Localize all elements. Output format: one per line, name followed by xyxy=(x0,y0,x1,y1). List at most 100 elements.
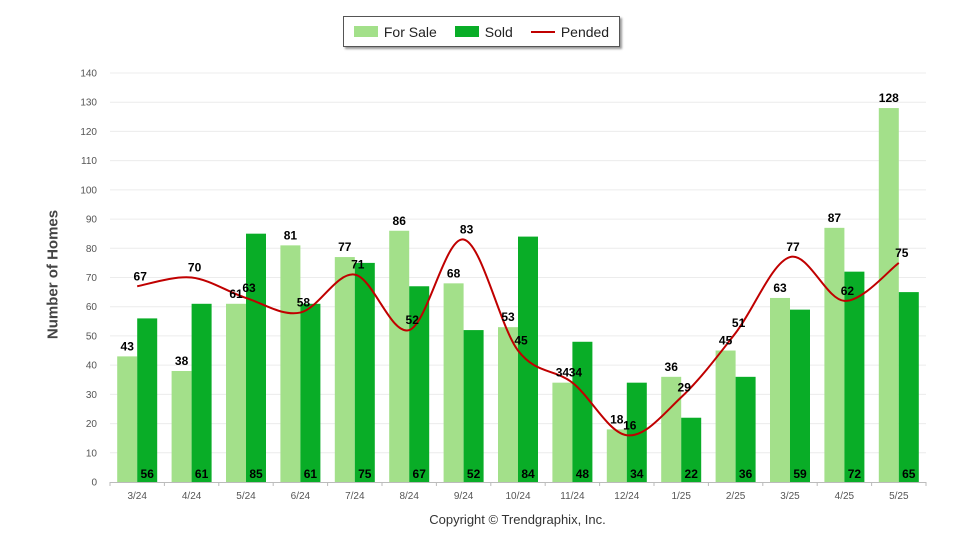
data-label-sold: 72 xyxy=(848,467,862,481)
x-tick-label: 4/25 xyxy=(835,491,855,502)
y-axis-title: Number of Homes xyxy=(44,209,62,340)
data-label-pended: 29 xyxy=(678,380,692,394)
bar-sold xyxy=(409,286,430,482)
data-label-sold: 48 xyxy=(576,467,590,481)
data-label-for-sale: 45 xyxy=(719,334,733,348)
bar-for-sale xyxy=(770,297,790,482)
data-label-for-sale: 36 xyxy=(665,360,679,374)
data-label-for-sale: 77 xyxy=(338,240,352,254)
y-tick-label: 130 xyxy=(80,98,97,109)
data-label-sold: 61 xyxy=(195,467,209,481)
data-label-pended: 52 xyxy=(406,313,420,327)
data-label-pended: 34 xyxy=(569,366,583,380)
x-tick-label: 1/25 xyxy=(671,491,691,502)
legend-swatch-for-sale xyxy=(353,26,378,37)
data-label-sold: 85 xyxy=(249,467,263,481)
data-label-sold: 65 xyxy=(902,467,916,481)
y-tick-label: 110 xyxy=(81,156,97,167)
bar-sold xyxy=(246,233,266,482)
bar-sold xyxy=(844,271,865,482)
y-tick-label: 60 xyxy=(86,302,98,313)
x-tick-label: 11/24 xyxy=(560,491,585,502)
bar-sold xyxy=(735,376,756,482)
bar-sold xyxy=(300,303,321,482)
y-tick-label: 120 xyxy=(80,127,97,138)
x-tick-label: 12/24 xyxy=(614,491,639,502)
bar-for-sale xyxy=(824,227,845,482)
data-label-sold: 59 xyxy=(793,467,807,481)
x-tick-label: 7/24 xyxy=(345,491,365,502)
data-label-for-sale: 38 xyxy=(175,354,189,368)
x-tick-label: 6/24 xyxy=(291,491,311,502)
legend-label-for-sale: For Sale xyxy=(383,23,437,40)
data-label-for-sale: 43 xyxy=(121,339,135,353)
y-tick-label: 20 xyxy=(86,419,98,430)
y-tick-label: 10 xyxy=(86,448,98,459)
x-tick-label: 3/24 xyxy=(127,491,147,502)
data-label-for-sale: 86 xyxy=(393,214,407,228)
bar-for-sale xyxy=(171,370,192,482)
y-tick-label: 0 xyxy=(91,478,97,489)
bar-sold xyxy=(354,262,375,482)
data-label-pended: 75 xyxy=(895,246,909,260)
data-label-for-sale: 53 xyxy=(501,310,515,324)
y-tick-label: 80 xyxy=(86,244,98,255)
bar-for-sale xyxy=(280,245,301,482)
data-label-pended: 83 xyxy=(460,223,474,237)
x-tick-label: 9/24 xyxy=(454,491,474,502)
x-tick-label: 5/24 xyxy=(236,491,256,502)
data-label-pended: 45 xyxy=(514,334,528,348)
x-tick-label: 5/25 xyxy=(889,491,909,502)
legend-swatch-sold xyxy=(454,26,479,37)
y-tick-label: 140 xyxy=(80,69,97,80)
data-label-for-sale: 81 xyxy=(284,228,298,242)
bar-for-sale xyxy=(117,356,138,482)
data-label-sold: 22 xyxy=(685,467,699,481)
x-tick-label: 3/25 xyxy=(780,491,800,502)
data-label-pended: 58 xyxy=(297,296,311,310)
y-tick-label: 100 xyxy=(80,185,97,196)
x-tick-label: 8/24 xyxy=(399,491,419,502)
data-label-sold: 34 xyxy=(630,467,644,481)
bar-sold xyxy=(898,292,919,482)
bar-for-sale xyxy=(715,350,736,482)
legend-item-pended: Pended xyxy=(530,23,610,40)
bar-for-sale xyxy=(552,382,573,482)
data-label-sold: 36 xyxy=(739,467,753,481)
data-label-sold: 52 xyxy=(467,467,481,481)
x-tick-label: 10/24 xyxy=(505,491,530,502)
legend-label-pended: Pended xyxy=(560,23,610,40)
legend-label-sold: Sold xyxy=(484,23,513,40)
y-tick-label: 90 xyxy=(86,215,98,226)
data-label-sold: 84 xyxy=(521,467,535,481)
legend-swatch-pended xyxy=(530,30,555,33)
data-label-sold: 67 xyxy=(413,467,427,481)
data-label-for-sale: 34 xyxy=(556,366,570,380)
bar-for-sale xyxy=(606,429,627,482)
y-tick-label: 50 xyxy=(86,331,98,342)
data-label-sold: 75 xyxy=(358,467,372,481)
chart-legend: For Sale Sold Pended xyxy=(343,16,620,47)
data-label-for-sale: 128 xyxy=(879,91,899,105)
data-label-for-sale: 87 xyxy=(828,211,842,225)
data-label-pended: 51 xyxy=(732,316,746,330)
bar-for-sale xyxy=(878,108,899,483)
data-label-pended: 67 xyxy=(134,269,148,283)
data-label-pended: 77 xyxy=(786,240,800,254)
bar-sold xyxy=(518,236,538,482)
bar-sold xyxy=(626,382,647,482)
bar-sold xyxy=(137,318,158,482)
bar-for-sale xyxy=(443,283,464,482)
data-label-for-sale: 61 xyxy=(229,287,243,301)
bar-sold xyxy=(572,341,593,482)
y-tick-label: 70 xyxy=(86,273,98,284)
data-label-pended: 63 xyxy=(242,281,256,295)
x-tick-label: 2/25 xyxy=(726,491,746,502)
data-label-pended: 70 xyxy=(188,261,202,275)
data-label-sold: 56 xyxy=(141,467,155,481)
bar-sold xyxy=(463,330,484,482)
bar-sold xyxy=(681,417,702,482)
data-label-pended: 71 xyxy=(351,258,365,272)
legend-item-sold: Sold xyxy=(454,23,513,40)
